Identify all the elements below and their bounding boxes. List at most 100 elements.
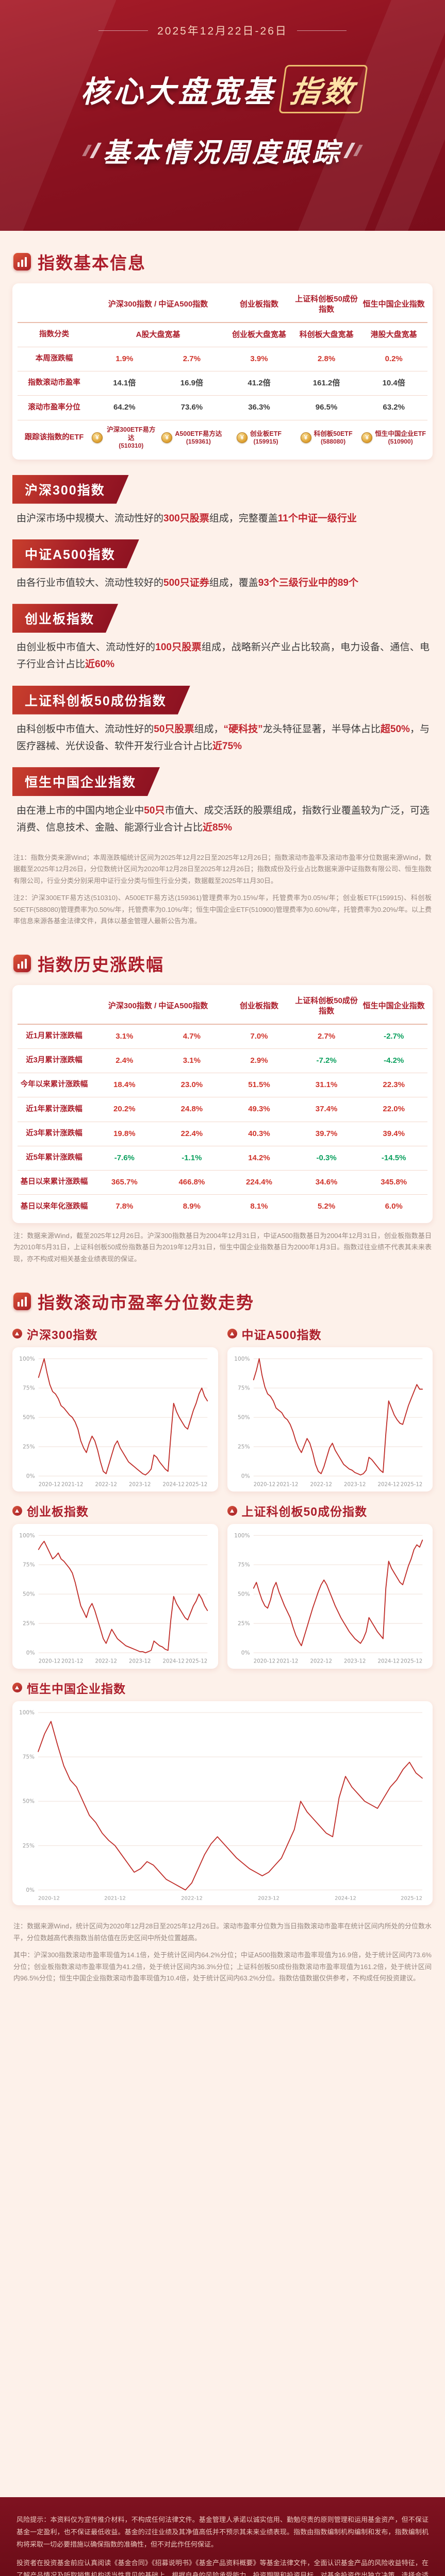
row-label: 基日以来累计涨跌幅 [18,1170,91,1195]
y-tick-label: 100% [234,1532,250,1539]
table-row: 今年以来累计涨跌幅 18.4% 23.0% 51.5% 31.1% 22.3% [18,1073,427,1098]
y-tick-label: 0% [26,1650,35,1656]
table-cell: 2.8% [292,347,360,372]
x-tick-label: 2025-12 [186,1659,207,1665]
table-cell: 3.9% [225,347,293,372]
row-label: 本周涨跌幅 [18,347,91,372]
chart-panel: 0% 25% 50% 75% 100% 2020-12 2021-12 2022-12 2023… [227,1524,433,1669]
highlight-text: 93个三级行业中的89个 [258,577,359,588]
x-tick-label: 2021-12 [61,1659,83,1665]
decorative-line [98,30,149,31]
table-cell: -4.2% [360,1048,427,1074]
highlight-text: 近85% [203,822,233,834]
etf-text: 创业板ETF (159915) [250,430,282,446]
table-cell: 2.7% [292,1024,360,1049]
table-cell: 科创板大盘宽基 [292,322,360,347]
highlight-text: 超50% [380,723,410,735]
plain-text: 由各行业市值较大、流动性较好的 [17,577,164,588]
x-tick-label: 2020-12 [38,1895,60,1901]
y-tick-label: 50% [23,1799,35,1805]
pe-notes: 注：数据来源Wind，统计区间为2020年12月28日至2025年12月26日。… [0,1905,445,1985]
coin-icon: ¥ [92,432,103,444]
table-cell: 41.2倍 [225,371,293,396]
date-badge: 2025年12月22日-26日 [157,25,288,37]
plain-text: 组成，完整覆盖 [209,513,278,524]
x-tick-label: 2023-12 [129,1659,151,1665]
etf-cell: ¥ A500ETF易方达 (159361) [158,420,226,455]
table-cell: 63.2% [360,395,427,420]
highlight-text: 500只证券 [163,577,209,588]
y-tick-label: 50% [237,1591,250,1598]
highlight-text: 50只 [144,805,165,817]
date-row: 2025年12月22日-26日 [0,0,445,38]
row-label: 指数分类 [18,322,91,347]
table-cell: 2.4% [91,1048,158,1074]
plain-text: 组成，覆盖 [209,577,258,588]
row-label: 近1月累计涨跌幅 [18,1024,91,1049]
table-cell: 39.7% [292,1122,360,1146]
x-tick-label: 2024-12 [335,1895,356,1901]
table-cell: 18.4% [91,1073,158,1098]
table-cell: 36.3% [225,395,293,420]
table-cell: 345.8% [360,1170,427,1195]
section-pe-percentile-trend: 指数滚动市盈率分位数走势 沪深300指数 0% 25% 50% 75% 100% 2020… [0,1289,445,1990]
y-tick-label: 100% [234,1355,250,1362]
table-cell: 港股大盘宽基 [360,322,427,347]
row-label: 近3年累计涨跌幅 [18,1122,91,1146]
table-cell: 2.9% [225,1048,293,1074]
x-tick-label: 2021-12 [276,1659,298,1665]
pe-chart-hscei: 恒生中国企业指数 0% 25% 50% 75% 100% 2020-12 2021-12 20… [12,1679,433,1906]
table-cell: 31.1% [292,1073,360,1098]
etf-cell: ¥ 恒生中国企业ETF (510900) [360,420,427,455]
icon-bar [18,964,20,969]
etf-text: A500ETF易方达 (159361) [175,430,222,446]
chart-title-text: 恒生中国企业指数 [27,1682,126,1696]
table-row: 近5年累计涨跌幅 -7.6% -1.1% 14.2% -0.3% -14.5% [18,1146,427,1171]
table-cell: 10.4倍 [360,371,427,396]
etf-name: 沪深300ETF易方达 [107,426,156,442]
card-description: 由科创板中市值大、流动性好的50只股票组成，“硬科技”龙头特征显著，半导体占比超… [12,715,433,755]
icon-bar [21,961,23,969]
section-title: 指数滚动市盈率分位数走势 [38,1293,254,1312]
table-cell: 466.8% [158,1170,226,1195]
pe-percentile-line [38,1721,423,1891]
table-cell: 7.0% [225,1024,293,1049]
y-tick-label: 25% [23,1443,35,1450]
table-cell: 3.1% [91,1024,158,1049]
etf-item: ¥ 恒生中国企业ETF (510900) [361,430,426,446]
y-tick-label: 0% [26,1887,35,1893]
section-header: 指数历史涨跌幅 [0,951,445,976]
card-ribbon: 上证科创板50成份指数 [12,686,190,715]
index-card-chinext: 创业板指数 由创业板中市值大、流动性好的100只股票组成，战略新兴产业占比较高，… [12,604,433,673]
etf-code: (510310) [119,442,144,449]
etf-item: ¥ 创业板ETF (159915) [226,430,292,446]
table-cell: 3.1% [158,1048,226,1074]
section-header: 指数基本信息 [0,249,445,274]
highlight-text: 近60% [85,659,115,670]
highlight-text: 近75% [212,740,242,752]
highlight-text: 50只股票 [154,723,194,735]
bar-chart-icon [13,955,31,973]
y-tick-label: 25% [23,1620,35,1627]
row-label: 近1年累计涨跌幅 [18,1097,91,1122]
x-tick-label: 2021-12 [276,1482,298,1487]
x-tick-label: 2022-12 [95,1659,117,1665]
etf-text: 科创板50ETF (588080) [314,430,353,446]
highlight-text: “硬科技” [223,723,263,735]
etf-name: 创业板ETF [250,430,282,437]
card-description: 由各行业市值较大、流动性较好的500只证券组成，覆盖93个三级行业中的89个 [12,568,433,591]
y-tick-label: 75% [23,1385,35,1392]
x-tick-label: 2024-12 [377,1482,399,1487]
etf-item: ¥ 科创板50ETF (588080) [294,430,359,446]
chart-panel: 0% 25% 50% 75% 100% 2020-12 2021-12 2022-12 2023… [227,1347,433,1492]
plain-text: 由沪深市场中规模大、流动性好的 [17,513,164,524]
table-cell: 16.9倍 [158,371,226,396]
table-cell: 22.3% [360,1073,427,1098]
x-tick-label: 2020-12 [39,1482,60,1487]
table-cell: -0.3% [292,1146,360,1171]
trend-up-icon [12,1683,22,1693]
plain-text: 由科创板中市值大、流动性好的 [17,723,154,735]
x-tick-label: 2022-12 [310,1482,332,1487]
x-tick-label: 2022-12 [95,1482,117,1487]
plain-text: 组成，战略新兴产业占比较高，电力设备、通信、电子行业合计占比 [17,642,430,670]
